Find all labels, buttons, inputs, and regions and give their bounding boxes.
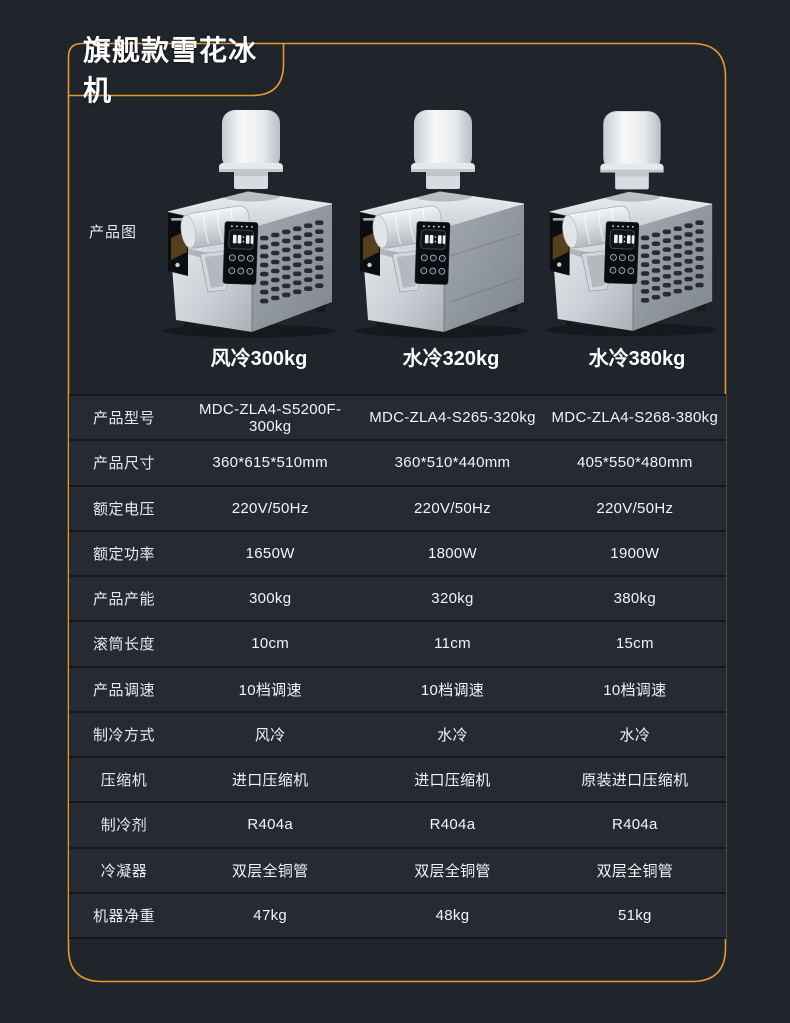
table-row: 压缩机 进口压缩机 进口压缩机 原装进口压缩机	[69, 758, 726, 804]
spec-value: 47kg	[253, 906, 288, 924]
spec-value: 15cm	[615, 635, 654, 653]
product-name-2: 水冷320kg	[402, 348, 500, 370]
page-title: 旗舰款雪花冰机	[70, 35, 282, 106]
spec-value: 进口压缩机	[231, 772, 309, 790]
spec-label: 机器净重	[92, 907, 155, 925]
table-row: 额定电压 220V/50Hz 220V/50Hz 220V/50Hz	[69, 486, 726, 532]
table-row: 冷凝器 双层全铜管 双层全铜管 双层全铜管	[69, 848, 726, 894]
product-image-water-cooled-380kg	[530, 106, 728, 338]
spec-value: 51kg	[617, 906, 652, 924]
spec-value: 220V/50Hz	[596, 499, 674, 517]
spec-value: 双层全铜管	[231, 862, 309, 880]
spec-label: 产品调速	[92, 681, 155, 699]
table-row: 制冷方式 风冷 水冷 水冷	[69, 712, 726, 758]
spec-value: R404a	[611, 816, 658, 834]
spec-value: 360*615*510mm	[212, 454, 328, 472]
spec-value: 10档调速	[238, 681, 302, 699]
spec-label: 制冷剂	[100, 817, 148, 835]
spec-value: 300kg	[248, 590, 292, 608]
table-row: 制冷剂 R404a R404a R404a	[69, 803, 726, 849]
spec-value: R404a	[429, 816, 476, 834]
spec-value: 进口压缩机	[414, 772, 491, 790]
spec-value: 双层全铜管	[596, 862, 674, 880]
spec-value: 原装进口压缩机	[581, 772, 689, 790]
product-image-water-cooled-320kg	[340, 106, 540, 338]
spec-value: 10档调速	[603, 681, 667, 699]
spec-value: 360*510*440mm	[394, 454, 511, 472]
spec-label: 额定电压	[92, 500, 155, 518]
spec-label: 产品产能	[92, 591, 155, 609]
spec-value: 双层全铜管	[414, 862, 491, 880]
spec-value: 1900W	[610, 544, 660, 562]
table-row: 额定功率 1650W 1800W 1900W	[69, 531, 726, 577]
spec-value: 1650W	[245, 544, 295, 562]
spec-value: 1800W	[427, 544, 477, 562]
spec-value: 380kg	[613, 590, 656, 608]
spec-label: 额定功率	[92, 545, 155, 563]
spec-value: 48kg	[435, 906, 470, 924]
spec-value: 320kg	[431, 590, 474, 608]
product-name-3: 水冷380kg	[588, 348, 686, 370]
product-image-label: 产品图	[89, 224, 138, 241]
table-row: 滚筒长度 10cm 11cm 15cm	[69, 622, 726, 668]
spec-label: 制冷方式	[92, 726, 155, 744]
spec-value: 水冷	[437, 726, 468, 744]
spec-value: 11cm	[434, 635, 471, 653]
table-row: 机器净重 47kg 48kg 51kg	[69, 893, 726, 939]
spec-label: 滚筒长度	[92, 636, 155, 654]
spec-value: MDC-ZLA4-S268-380kg	[551, 409, 719, 427]
spec-value: 405*550*480mm	[576, 454, 693, 472]
spec-value: 10cm	[251, 635, 290, 653]
spec-label: 压缩机	[100, 772, 148, 790]
spec-value: 水冷	[619, 726, 651, 744]
page-title-text: 旗舰款雪花冰机	[83, 35, 258, 106]
spec-value: MDC-ZLA4-S5200F-300kg	[198, 400, 342, 435]
spec-label: 产品型号	[92, 410, 155, 428]
spec-label: 冷凝器	[100, 862, 148, 880]
spec-table: 产品型号 MDC-ZLA4-S5200F-300kg MDC-ZLA4-S265-3…	[69, 394, 726, 939]
table-row: 产品调速 10档调速 10档调速 10档调速	[69, 667, 726, 713]
spec-value: R404a	[247, 816, 294, 834]
spec-value: 风冷	[254, 726, 286, 744]
spec-label: 产品尺寸	[92, 455, 155, 473]
spec-value: MDC-ZLA4-S265-320kg	[369, 409, 536, 427]
table-row: 产品型号 MDC-ZLA4-S5200F-300kg MDC-ZLA4-S265-3…	[69, 396, 726, 442]
table-row: 产品产能 300kg 320kg 380kg	[69, 577, 726, 623]
spec-value: 10档调速	[420, 681, 485, 699]
table-row: 产品尺寸 360*615*510mm 360*510*440mm 405*550*48…	[69, 441, 726, 487]
spec-value: 220V/50Hz	[414, 499, 491, 517]
spec-value: 220V/50Hz	[231, 499, 309, 517]
product-name-1: 风冷300kg	[210, 348, 308, 370]
product-image-air-cooled-300kg	[146, 106, 350, 338]
